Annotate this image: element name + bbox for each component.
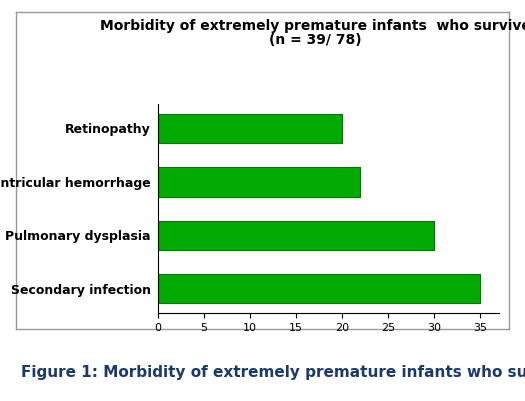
Bar (158, 114, 342, 143)
Text: (n = 39/ 78): (n = 39/ 78) (269, 33, 361, 47)
Bar (158, 221, 434, 250)
Bar (158, 274, 480, 303)
Text: Figure 1: Morbidity of extremely premature infants who survive.: Figure 1: Morbidity of extremely prematu… (21, 365, 525, 381)
Bar (158, 167, 360, 196)
Text: Morbidity of extremely premature infants  who survive: Morbidity of extremely premature infants… (100, 19, 525, 33)
